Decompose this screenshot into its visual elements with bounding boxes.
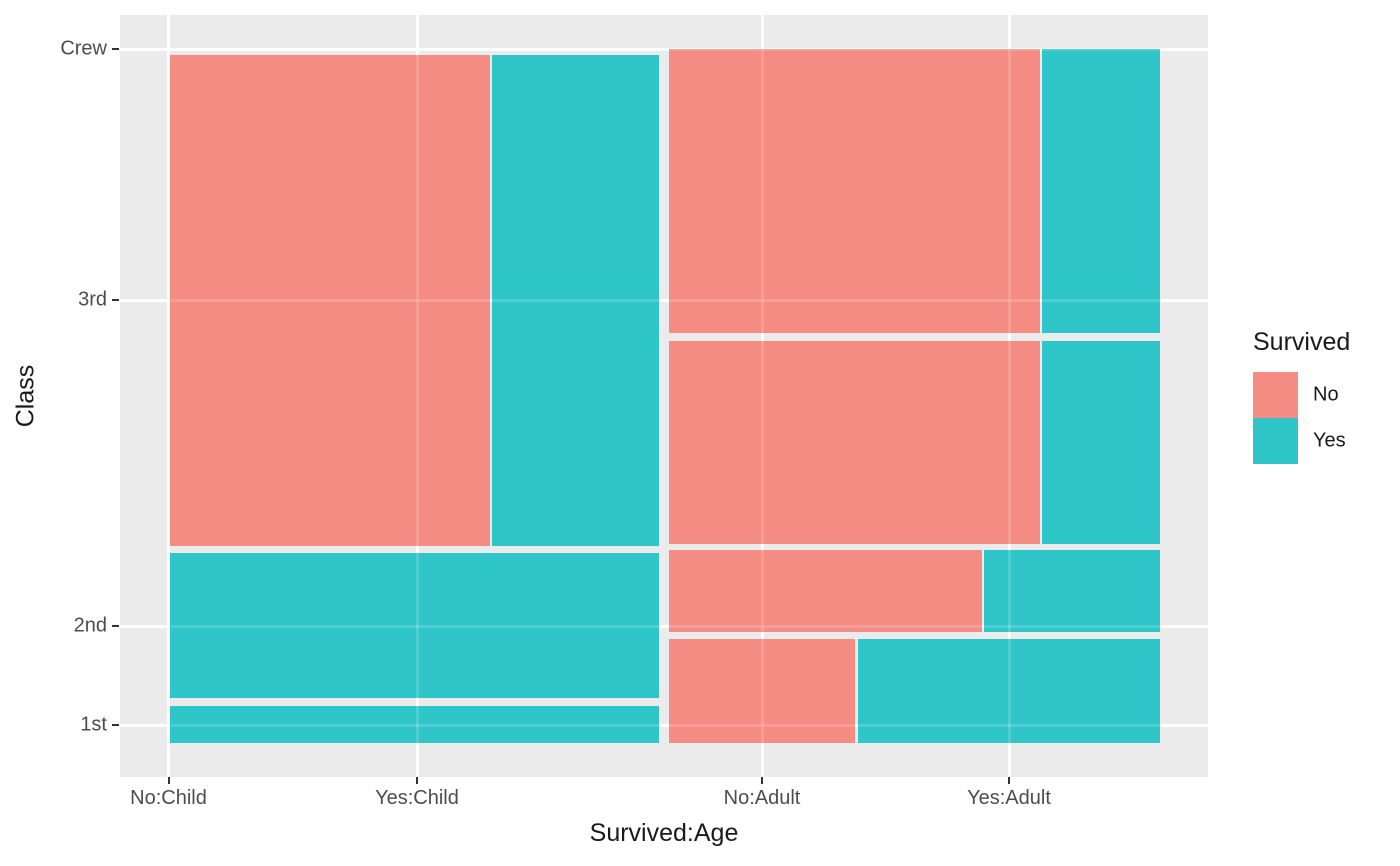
y-axis-title: Class [11,364,40,428]
legend-title: Survived [1253,328,1351,356]
gridline-horizontal-overlay [120,624,1208,628]
y-tick-mark [112,724,119,726]
legend-label-no: No [1313,383,1339,406]
gridline-horizontal [120,723,1208,727]
legend-label-yes: Yes [1313,429,1346,452]
legend-swatch-yes [1253,418,1298,464]
mosaic-cell-2nd-Yes-Adult [984,550,1160,632]
x-tick-label: Yes:Adult [967,787,1051,809]
mosaic-cell-Crew-Yes-Adult [1042,49,1160,333]
mosaic-cell-1st-No-Adult [669,639,855,743]
x-tick-label: Yes:Child [375,787,459,809]
x-tick-label: No:Adult [723,787,801,809]
gridline-vertical-overlay [760,15,764,777]
y-tick-label: 3rd [78,288,107,311]
gridline-horizontal [120,624,1208,628]
gridline-horizontal-overlay [120,723,1208,727]
gridline-vertical-overlay [1007,15,1011,777]
gridline-vertical-overlay [415,15,419,777]
mosaic-cell-3rd-Yes-Child [492,55,659,546]
y-tick-mark [112,299,119,301]
gridline-horizontal [120,298,1208,302]
legend-swatch-no [1253,372,1298,418]
mosaic-cell-1st-Yes-Child [170,706,659,743]
mosaic-cell-1st-Yes-Adult [858,639,1160,743]
gridline-horizontal-overlay [120,298,1208,302]
mosaic-cell-Crew-No-Adult [669,49,1040,333]
mosaic-cell-3rd-No-Adult [669,341,1040,544]
mosaic-cell-2nd-Yes-Child [170,553,659,698]
x-tick-label: No:Child [130,787,207,809]
x-axis-title: Survived:Age [589,819,739,847]
gridline-horizontal [120,47,1208,51]
y-tick-mark [112,625,119,627]
gridline-vertical [167,15,170,777]
x-tick-mark [761,777,763,784]
gridline-vertical-overlay [167,15,170,777]
x-tick-mark [167,777,170,784]
mosaic-cell-3rd-No-Child [170,55,490,546]
x-tick-mark [1008,777,1010,784]
y-tick-label: 1st [80,713,107,736]
mosaic-cell-3rd-Yes-Adult [1042,341,1160,544]
gridline-horizontal-overlay [120,47,1208,51]
y-tick-label: Crew [60,37,107,60]
mosaic-cell-2nd-No-Adult [669,550,982,632]
plot-panel [120,15,1208,777]
y-tick-mark [112,48,119,50]
x-tick-mark [416,777,418,784]
y-tick-label: 2nd [73,614,107,637]
